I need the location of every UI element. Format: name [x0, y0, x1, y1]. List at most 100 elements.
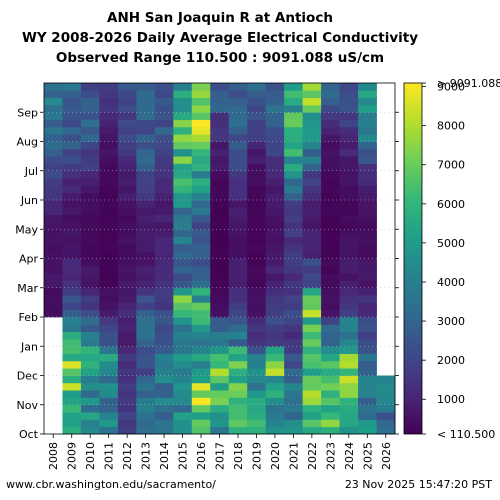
heat-cell — [358, 390, 377, 398]
heat-cell — [247, 112, 267, 120]
heat-cell — [154, 148, 174, 157]
heat-cell — [173, 382, 193, 391]
heat-cell — [136, 83, 156, 91]
heat-cell — [265, 192, 285, 201]
colorbar-tick-label: 1000 — [437, 393, 465, 406]
heat-cell — [117, 104, 137, 113]
heat-cell — [154, 397, 174, 406]
heat-cell — [321, 273, 340, 281]
heat-cell — [136, 112, 156, 120]
heat-cell — [44, 229, 63, 237]
heat-cell — [302, 412, 322, 420]
heat-cell — [62, 258, 82, 267]
heat-cell — [228, 287, 248, 296]
heat-cell — [358, 295, 377, 303]
heat-cell — [247, 426, 267, 435]
heat-cell — [117, 185, 137, 194]
heat-cell — [117, 273, 137, 281]
heat-cell — [247, 346, 267, 354]
heat-cell — [99, 404, 119, 413]
heat-cell — [339, 214, 359, 223]
heat-cell — [191, 214, 211, 223]
heat-cell — [99, 295, 119, 303]
heat-cell — [99, 251, 119, 259]
colorbar-tick-label: 4000 — [437, 276, 465, 289]
colorbar-tick-label: 7000 — [437, 159, 465, 172]
heat-cell — [247, 258, 267, 267]
heat-cell — [247, 273, 267, 281]
heat-cell — [62, 346, 82, 354]
heat-cell — [136, 317, 156, 325]
heat-cell — [99, 163, 119, 172]
heat-cell — [210, 229, 230, 237]
heat-cell — [247, 90, 267, 99]
heat-cell — [80, 397, 100, 406]
heat-cell — [44, 258, 63, 267]
heat-cell — [44, 302, 63, 311]
heat-cell — [173, 302, 193, 311]
heat-cell — [173, 375, 193, 384]
heat-cell — [247, 251, 267, 259]
heat-cell — [154, 368, 174, 376]
colorbar-tick-label: 6000 — [437, 198, 465, 211]
heat-cell — [358, 192, 377, 201]
heat-cell — [99, 324, 119, 333]
heat-cell — [99, 419, 119, 428]
generated-timestamp: 23 Nov 2025 15:47:20 PST — [344, 478, 492, 491]
heat-cell — [321, 214, 340, 223]
heat-cell — [376, 390, 396, 398]
heat-cell — [358, 104, 377, 113]
heat-cell — [247, 207, 267, 216]
heat-cell — [173, 104, 193, 113]
heat-cell — [247, 324, 267, 333]
heat-cell — [302, 185, 322, 194]
heat-cell — [358, 207, 377, 216]
heat-cell — [80, 382, 100, 391]
heat-cell — [136, 309, 156, 318]
heat-cell — [228, 134, 248, 142]
y-tick-label: Nov — [17, 399, 39, 412]
heat-cell — [339, 170, 359, 179]
heat-cell — [358, 404, 377, 413]
heat-cell — [302, 280, 322, 289]
heat-cell — [358, 265, 377, 274]
heat-cell — [321, 324, 340, 333]
heat-cell — [358, 302, 377, 311]
heat-cell — [284, 338, 304, 347]
heat-cell — [191, 141, 211, 150]
heat-cell — [321, 185, 340, 194]
heat-cell — [80, 192, 100, 201]
heat-cell — [62, 97, 82, 106]
heat-cell — [321, 126, 340, 135]
heat-cell — [339, 309, 359, 318]
heat-cell — [99, 338, 119, 347]
heat-cell — [136, 229, 156, 237]
heat-cell — [302, 353, 322, 362]
heat-cell — [173, 163, 193, 172]
heat-cell — [44, 280, 63, 289]
heat-cell — [339, 287, 359, 296]
heat-cell — [173, 287, 193, 296]
heat-cell — [228, 97, 248, 106]
heat-cell — [339, 375, 359, 384]
heat-cell — [191, 229, 211, 237]
heat-cell — [44, 287, 63, 296]
heat-cell — [228, 119, 248, 128]
heat-cell — [228, 104, 248, 113]
heat-cell — [284, 178, 304, 186]
heat-cell — [117, 412, 137, 420]
heat-cell — [80, 229, 100, 237]
heat-cell — [228, 331, 248, 340]
heat-cell — [247, 280, 267, 289]
heat-cell — [117, 221, 137, 230]
heat-cell — [191, 375, 211, 384]
heat-cell — [117, 360, 137, 369]
colorbar-tick-label: > 9091.088 — [437, 77, 500, 90]
heat-cell — [321, 178, 340, 186]
heat-cell — [136, 170, 156, 179]
heat-cell — [339, 390, 359, 398]
heat-cell — [80, 236, 100, 245]
heat-cell — [62, 83, 82, 91]
heat-cell — [62, 419, 82, 428]
y-tick-label: Jan — [20, 340, 38, 353]
